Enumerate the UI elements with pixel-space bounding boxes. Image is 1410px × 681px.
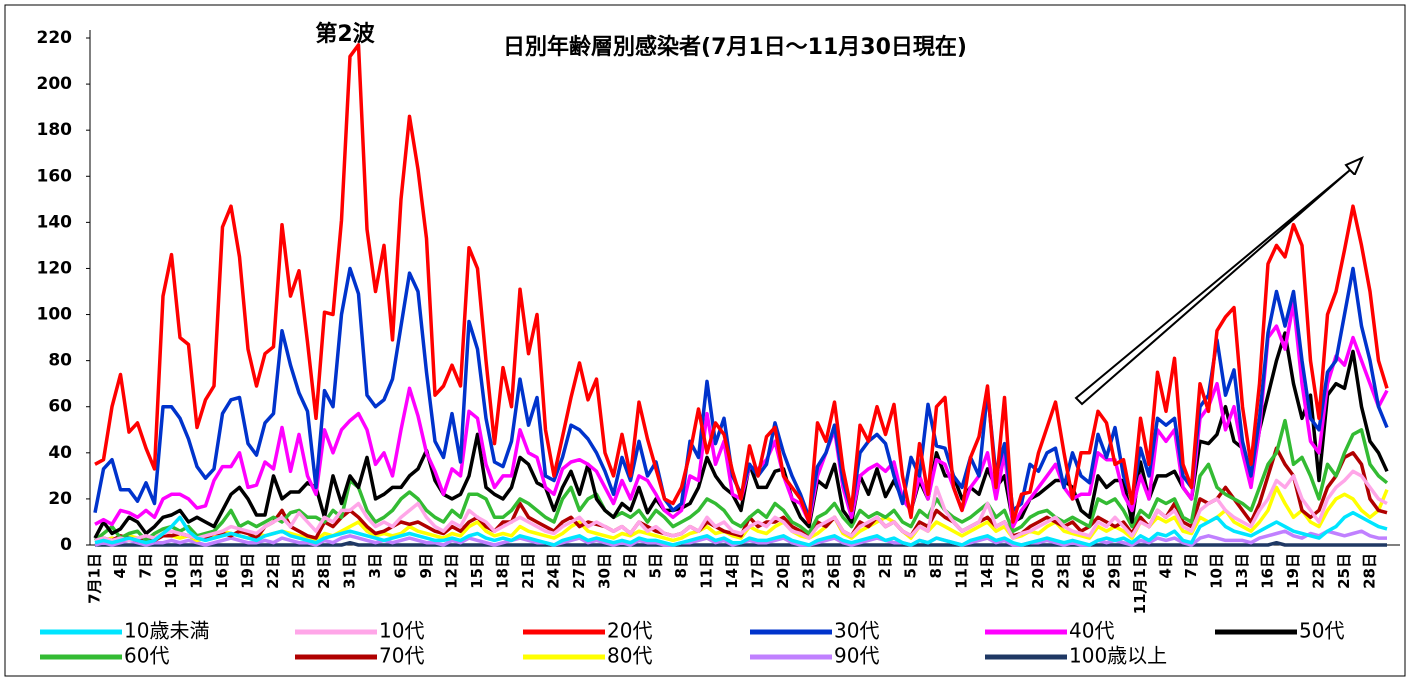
x-tick-label: 13日: [1233, 553, 1251, 589]
x-tick-label: 22日: [1310, 553, 1328, 589]
annotation: 第2波: [315, 21, 375, 47]
y-tick-label: 20: [48, 489, 72, 509]
x-tick-label: 4日: [111, 553, 129, 578]
x-tick-label: 7日: [1182, 553, 1200, 578]
x-tick-label: 14日: [978, 553, 996, 589]
y-tick-label: 60: [48, 397, 72, 417]
legend-label: 20代: [607, 619, 652, 643]
y-tick-label: 180: [37, 120, 73, 140]
legend-item: 90代: [750, 644, 879, 668]
series-line: [94, 510, 1388, 547]
x-tick-label: 22日: [264, 553, 282, 589]
trend-arrow: [1074, 156, 1364, 406]
x-tick-label: 21日: [519, 553, 537, 589]
x-tick-label: 12日: [443, 553, 461, 589]
x-tick-label: 19日: [1284, 553, 1302, 589]
x-tick-label: 19日: [239, 553, 257, 589]
x-tick-label: 15日: [468, 553, 486, 589]
legend-label: 10代: [379, 619, 424, 643]
x-tick-label: 29日: [1106, 553, 1124, 589]
legend-item: 70代: [295, 644, 424, 668]
series-line: [94, 469, 1388, 543]
x-tick-label: 29日: [851, 553, 869, 589]
y-tick-label: 220: [37, 28, 73, 48]
x-tick-label: 13日: [188, 553, 206, 589]
legend-item: 100歳以上: [985, 644, 1167, 668]
legend-label: 100歳以上: [1069, 644, 1167, 668]
x-tick-label: 2日: [876, 553, 894, 578]
y-tick-label: 100: [37, 305, 73, 325]
x-tick-label: 6日: [392, 553, 410, 578]
series-line: [94, 43, 1389, 524]
legend-item: 50代: [1215, 619, 1344, 643]
x-tick-label: 17日: [749, 553, 767, 589]
x-tick-label: 30日: [596, 553, 614, 589]
x-tick-label: 7日: [137, 553, 155, 578]
x-tick-label: 28日: [1361, 553, 1379, 589]
y-tick-label: 0: [60, 535, 72, 555]
legend-label: 10歳未満: [124, 619, 209, 643]
x-tick-label: 3日: [366, 553, 384, 578]
legend-item: 20代: [523, 619, 652, 643]
x-tick-label: 10日: [1208, 553, 1226, 589]
legend-label: 60代: [124, 644, 169, 668]
legend-label: 40代: [1069, 619, 1114, 643]
series-line: [94, 446, 1388, 543]
x-tick-label: 28日: [315, 553, 333, 589]
x-tick-label: 11日: [953, 553, 971, 589]
y-tick-label: 200: [37, 74, 73, 94]
x-tick-label: 25日: [1335, 553, 1353, 589]
x-tick-label: 7月1日: [86, 553, 104, 604]
x-tick-label: 16日: [213, 553, 231, 589]
x-tick-label: 5日: [902, 553, 920, 578]
x-tick-label: 23日: [800, 553, 818, 589]
x-tick-label: 9日: [417, 553, 435, 578]
x-tick-label: 11日: [698, 553, 716, 589]
legend-item: 40代: [985, 619, 1114, 643]
legend-label: 70代: [379, 644, 424, 668]
x-tick-label: 20日: [1029, 553, 1047, 589]
x-tick-label: 17日: [1004, 553, 1022, 589]
legend-label: 50代: [1299, 619, 1344, 643]
x-tick-label: 25日: [290, 553, 308, 589]
x-tick-label: 16日: [1259, 553, 1277, 589]
x-tick-label: 23日: [1055, 553, 1073, 589]
frame: [4, 4, 1406, 677]
x-tick-label: 24日: [545, 553, 563, 589]
chart-title: 日別年齢層別感染者(7月1日～11月30日現在): [503, 34, 967, 60]
x-tick-label: 27日: [570, 553, 588, 589]
x-tick-label: 26日: [1080, 553, 1098, 589]
x-tick-label: 20日: [774, 553, 792, 589]
legend-label: 80代: [607, 644, 652, 668]
legend-item: 10歳未満: [40, 619, 209, 643]
legend-item: 10代: [295, 619, 424, 643]
x-tick-label: 11月1日: [1131, 553, 1149, 614]
x-tick-label: 8日: [927, 553, 945, 578]
y-tick-label: 140: [37, 212, 73, 232]
y-tick-label: 160: [37, 166, 73, 186]
x-tick-label: 14日: [723, 553, 741, 589]
legend-label: 90代: [834, 644, 879, 668]
x-tick-label: 10日: [162, 553, 180, 589]
legend-item: 30代: [750, 619, 879, 643]
legend-item: 60代: [40, 644, 169, 668]
x-tick-label: 26日: [825, 553, 843, 589]
y-tick-label: 120: [37, 258, 73, 278]
x-tick-label: 8日: [672, 553, 690, 578]
y-tick-label: 80: [48, 351, 72, 371]
x-tick-label: 2日: [621, 553, 639, 578]
x-tick-label: 5日: [647, 553, 665, 578]
series-line: [93, 418, 1389, 543]
legend-item: 80代: [523, 644, 652, 668]
legend-label: 30代: [834, 619, 879, 643]
y-tick-label: 40: [48, 443, 72, 463]
series-line: [94, 485, 1389, 543]
x-tick-label: 4日: [1157, 553, 1175, 578]
x-tick-label: 18日: [494, 553, 512, 589]
x-tick-label: 31日: [341, 553, 359, 589]
